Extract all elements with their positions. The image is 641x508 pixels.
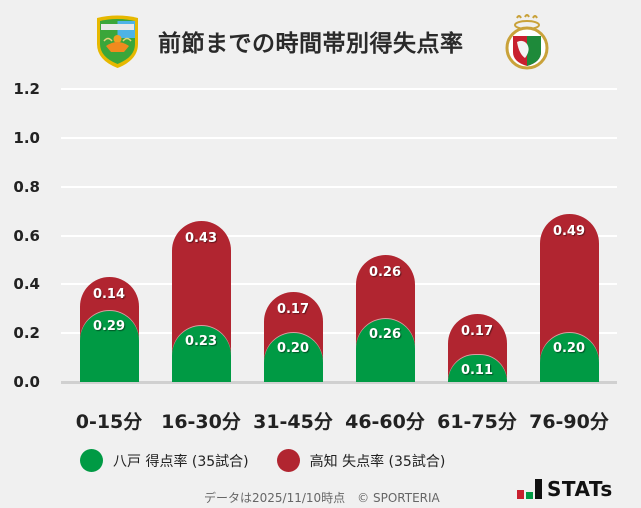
x-axis-category-label: 16-30分 — [161, 411, 241, 433]
stats-logo-red-square-icon — [517, 490, 524, 499]
y-axis-tick-label: 0.4 — [13, 275, 40, 294]
stats-logo: STATs — [517, 477, 613, 499]
chart-header: 前節までの時間帯別得失点率 — [0, 0, 641, 80]
stats-logo-black-bar-icon — [535, 479, 542, 499]
gridline — [61, 136, 617, 139]
stacked-bar: 0.26 0.26 — [355, 0, 415, 382]
x-axis-baseline — [61, 381, 617, 384]
y-axis-tick-label: 0.0 — [13, 373, 40, 391]
legend-item-hachinohe: 八戸 得点率 (35試合) — [80, 449, 249, 472]
gridline — [61, 185, 617, 188]
red-value-label: 0.14 — [92, 287, 126, 302]
stacked-bar: 0.17 0.11 — [447, 0, 507, 382]
red-value-label: 0.17 — [460, 323, 494, 339]
vanraure-hachinohe-crest-icon — [97, 15, 138, 68]
bar-segment-hachinohe-scored — [263, 333, 323, 382]
green-value-label: 0.20 — [276, 341, 310, 357]
y-axis-tick-label: 1.2 — [13, 80, 40, 98]
red-value-label: 0.26 — [368, 265, 402, 281]
footer-note: データは2025/11/10時点 © SPORTERIA — [204, 491, 440, 505]
y-axis-tick-label: 0.8 — [13, 177, 40, 196]
bar-segment-hachinohe-scored — [79, 311, 139, 382]
chart-title: 前節までの時間帯別得失点率 — [158, 31, 464, 57]
green-value-label: 0.20 — [552, 341, 586, 357]
x-axis-category-label: 61-75分 — [437, 411, 517, 433]
legend-label: 八戸 得点率 (35試合) — [113, 453, 249, 470]
green-value-label: 0.29 — [92, 319, 126, 335]
legend-green-dot-icon — [80, 449, 103, 472]
x-axis-category-label: 46-60分 — [345, 411, 425, 433]
stacked-bar: 0.14 0.29 — [79, 0, 139, 382]
stacked-bar: 0.49 0.20 — [539, 0, 599, 382]
red-value-label: 0.43 — [184, 230, 218, 246]
gridline — [61, 88, 617, 90]
stacked-bar: 0.43 0.23 — [171, 0, 231, 382]
stats-logo-green-square-icon — [526, 492, 533, 499]
green-value-label: 0.23 — [184, 333, 218, 349]
bar-segment-hachinohe-scored — [171, 325, 231, 382]
x-axis-category-label: 76-90分 — [529, 411, 609, 433]
bar-segment-hachinohe-scored — [539, 333, 599, 382]
gridline — [61, 283, 617, 286]
legend-label: 高知 失点率 (35試合) — [309, 453, 446, 470]
x-axis-category-label: 0-15分 — [75, 411, 143, 433]
green-value-label: 0.11 — [460, 363, 494, 379]
green-value-label: 0.26 — [368, 326, 402, 342]
stats-logo-text: STATs — [547, 477, 613, 501]
y-axis-tick-label: 0.6 — [13, 226, 40, 245]
legend-red-dot-icon — [276, 449, 300, 472]
y-axis-tick-label: 1.0 — [13, 128, 40, 147]
chart-plot-area: 1.2 1.0 0.8 0.6 0.4 0.2 0.0 0.14 0.29 0.43 0.23 0.1… — [13, 0, 617, 391]
stacked-bar: 0.17 0.20 — [263, 0, 323, 382]
gridline — [61, 234, 617, 237]
red-value-label: 0.17 — [276, 301, 310, 317]
chart-legend: 八戸 得点率 (35試合) 高知 失点率 (35試合) — [80, 449, 473, 472]
bar-segment-hachinohe-scored — [355, 318, 415, 382]
legend-item-kochi: 高知 失点率 (35試合) — [276, 449, 446, 472]
y-axis-tick-label: 0.2 — [13, 324, 40, 343]
red-value-label: 0.49 — [552, 223, 586, 239]
kochi-united-crest-icon — [505, 14, 549, 70]
x-axis-category-label: 31-45分 — [253, 411, 333, 433]
gridline — [61, 332, 617, 335]
